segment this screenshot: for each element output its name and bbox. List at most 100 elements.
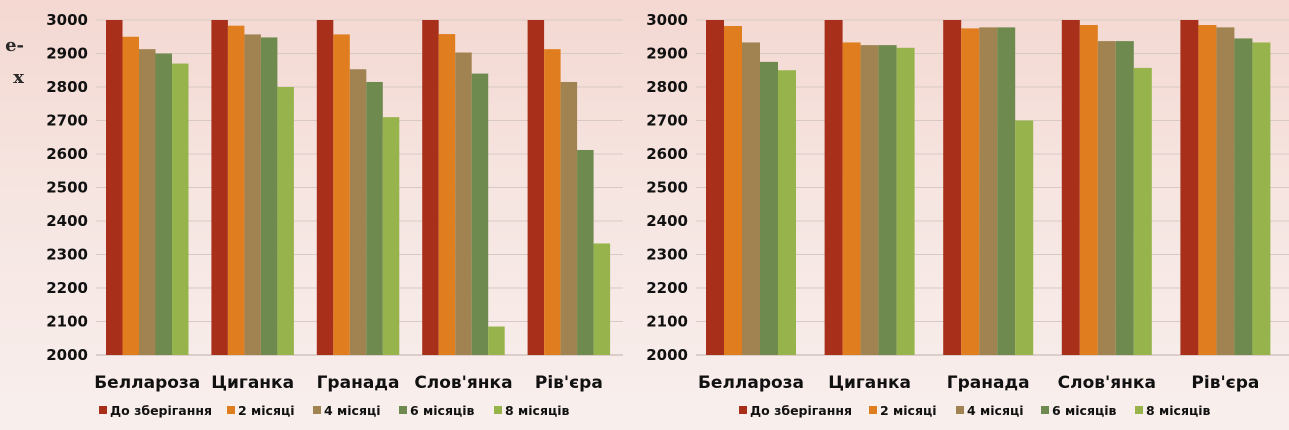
bar xyxy=(139,49,156,356)
bar xyxy=(706,20,724,355)
x-category-label: Слов'янка xyxy=(414,373,512,393)
bar xyxy=(455,52,472,356)
bar-chart-right: 2000 2100 2200 2300 2400 2500 2600 2700 2800 2900… xyxy=(646,11,1289,418)
x-category-label: Циганка xyxy=(211,373,294,393)
bar xyxy=(560,81,578,355)
legend-swatch xyxy=(1041,406,1049,414)
bar xyxy=(1061,20,1080,355)
legend-label: 6 місяців xyxy=(410,403,475,418)
y-tick-label: 2200 xyxy=(646,279,688,297)
bar xyxy=(277,87,294,355)
legend-label: 6 місяців xyxy=(1052,403,1117,418)
y-tick-label: 2600 xyxy=(46,145,88,163)
bar xyxy=(943,20,962,355)
legend-label: 8 місяців xyxy=(1146,403,1211,418)
bar xyxy=(227,25,245,355)
bar xyxy=(316,20,334,355)
bar xyxy=(244,34,261,355)
side-text-line: е- xyxy=(5,35,24,56)
bar xyxy=(577,149,594,355)
legend-swatch xyxy=(399,406,407,414)
y-tick-label: 2900 xyxy=(646,45,688,63)
x-category-label: Гранада xyxy=(947,373,1030,393)
y-tick-label: 2700 xyxy=(646,112,688,130)
bar xyxy=(1216,27,1235,356)
bar xyxy=(1015,120,1034,355)
legend-swatch xyxy=(869,406,877,414)
bar xyxy=(896,47,915,356)
legend-swatch xyxy=(739,406,747,414)
bar xyxy=(488,326,505,355)
bar xyxy=(211,20,228,355)
legend-swatch xyxy=(99,406,107,414)
y-tick-label: 2200 xyxy=(46,279,88,297)
legend-swatch xyxy=(1135,406,1143,414)
legend-swatch xyxy=(956,406,964,414)
legend-label: 4 місяці xyxy=(324,403,381,418)
legend-label: 2 місяці xyxy=(238,403,295,418)
bar xyxy=(155,53,172,355)
y-tick-label: 2000 xyxy=(46,346,88,364)
bar xyxy=(1115,41,1134,355)
bar xyxy=(1079,25,1098,356)
legend-swatch xyxy=(494,406,502,414)
bar xyxy=(878,45,897,355)
x-category-label: Слов'янка xyxy=(1058,373,1156,393)
bar xyxy=(1252,42,1271,355)
bar xyxy=(527,20,545,355)
x-category-label: Белларoза xyxy=(698,373,804,393)
y-tick-label: 2400 xyxy=(46,212,88,230)
bar xyxy=(422,20,439,355)
legend-label: До зберігання xyxy=(110,403,212,418)
bar xyxy=(1097,41,1116,355)
bar xyxy=(471,73,489,355)
y-tick-label: 2300 xyxy=(46,246,88,264)
y-tick-label: 2600 xyxy=(646,145,688,163)
bar xyxy=(742,42,760,355)
bar xyxy=(760,61,778,355)
bar xyxy=(1180,20,1199,355)
y-tick-label: 2700 xyxy=(46,112,88,130)
bar-chart-left: 2000 2100 2200 2300 2400 2500 2600 2700 2800 2900… xyxy=(46,11,623,418)
bar xyxy=(438,34,456,355)
bar xyxy=(860,45,879,355)
legend-swatch xyxy=(227,406,235,414)
legend-label: До зберігання xyxy=(750,403,852,418)
x-category-label: Белларoза xyxy=(94,373,200,393)
bar xyxy=(842,42,861,355)
y-tick-label: 2100 xyxy=(646,313,688,331)
bar xyxy=(106,20,123,355)
x-category-label: Гранада xyxy=(317,373,400,393)
y-tick-label: 3000 xyxy=(646,11,688,29)
y-tick-label: 2900 xyxy=(46,45,88,63)
side-text-fragment: е- х xyxy=(0,30,24,94)
bar xyxy=(593,243,611,355)
bar xyxy=(172,63,189,356)
bar xyxy=(260,37,278,356)
bar xyxy=(349,69,367,356)
y-tick-label: 2800 xyxy=(646,78,688,96)
bar xyxy=(333,34,350,355)
y-tick-label: 2100 xyxy=(46,313,88,331)
legend-label: 8 місяців xyxy=(505,403,570,418)
bar xyxy=(961,28,980,355)
bar xyxy=(1234,38,1253,356)
bar xyxy=(724,26,742,356)
bar xyxy=(544,49,561,356)
y-tick-label: 2400 xyxy=(646,212,688,230)
legend-swatch xyxy=(313,406,321,414)
bar xyxy=(1198,25,1217,356)
y-tick-label: 2500 xyxy=(646,179,688,197)
bar xyxy=(979,27,998,356)
x-category-label: Циганка xyxy=(828,373,911,393)
bar xyxy=(366,81,383,355)
bar xyxy=(122,36,139,355)
x-category-label: Рів'єра xyxy=(535,373,603,393)
y-tick-label: 2000 xyxy=(646,346,688,364)
y-tick-label: 3000 xyxy=(46,11,88,29)
bar xyxy=(997,27,1016,356)
legend-label: 2 місяці xyxy=(880,403,937,418)
x-category-label: Рів'єра xyxy=(1191,373,1259,393)
bar xyxy=(824,20,843,355)
y-tick-label: 2300 xyxy=(646,246,688,264)
